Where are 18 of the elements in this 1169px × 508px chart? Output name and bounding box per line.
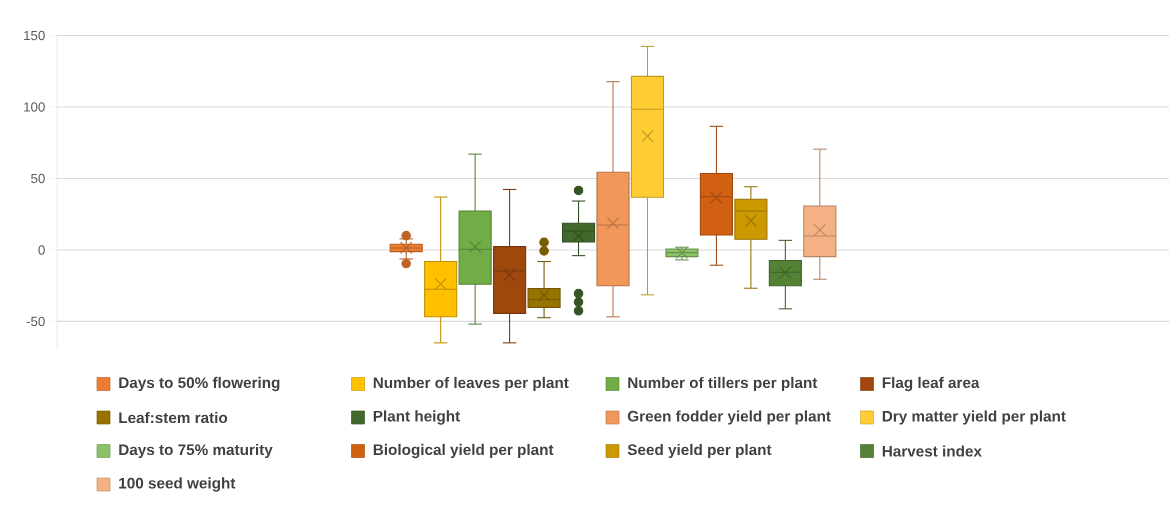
legend-label: Harvest index (882, 445, 982, 457)
legend-label: Leaf:stem ratio (119, 411, 228, 424)
legend-label: Biological yield per plant (373, 443, 554, 459)
y-tick-label: 100 (24, 102, 45, 112)
y-tick-label: 150 (24, 30, 45, 41)
legend-label: Green fodder yield per plant (627, 410, 831, 425)
legend-label: Plant height (373, 410, 460, 425)
y-tick-label: 50 (31, 173, 45, 184)
legend-label: Days to 50% flowering (119, 376, 280, 392)
legend-label: Flag leaf area (882, 376, 980, 392)
y-tick-label: -50 (26, 316, 45, 327)
legend-label: Number of tillers per plant (628, 376, 818, 392)
legend-label: 100 seed weight (119, 477, 236, 492)
legend-label: Seed yield per plant (627, 443, 772, 459)
legend-label: Dry matter yield per plant (882, 410, 1066, 425)
legend-label: Number of leaves per plant (373, 376, 569, 392)
y-tick-label: 0 (38, 245, 45, 255)
legend-label: Days to 75% maturity (119, 443, 273, 459)
